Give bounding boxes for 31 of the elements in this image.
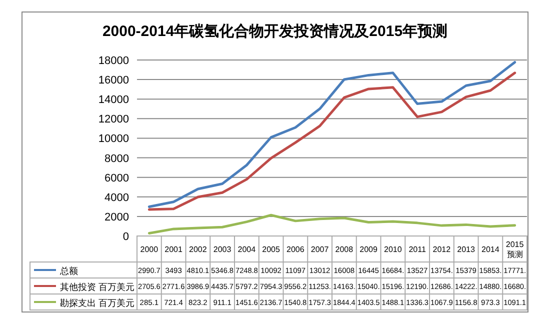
legend-label: 勘探支出 百万美元: [60, 298, 135, 308]
line-series: [148, 214, 516, 234]
y-tick-label: 4000: [104, 192, 129, 204]
y-tick-label: 10000: [98, 133, 129, 146]
x-tick-label: 2015 预测: [506, 240, 524, 259]
x-tick-label: 2004: [238, 245, 256, 254]
y-tick-label: 0: [122, 231, 129, 243]
x-tick-label: 2008: [335, 245, 354, 254]
x-tick-label: 2005: [262, 245, 281, 254]
x-tick-label: 2010: [384, 245, 402, 254]
y-tick-label: 8000: [104, 152, 129, 165]
x-tick-label: 2013: [457, 245, 476, 254]
chart-title: 2000-2014年碳氢化合物开发投资情况及2015年预测: [102, 23, 448, 40]
x-tick-label: 2011: [408, 245, 426, 254]
x-tick-label: 2001: [164, 245, 184, 254]
x-tick-label: 2014: [482, 245, 500, 254]
x-tick-label: 2003: [213, 245, 232, 254]
x-tick-label: 2007: [310, 245, 330, 254]
x-tick-label: 2012: [432, 245, 452, 254]
y-tick-label: 2000: [104, 211, 129, 224]
x-tick-label: 2002: [189, 245, 208, 254]
x-tick-label: 2006: [286, 245, 305, 254]
x-tick-label: 2000: [140, 245, 159, 254]
x-tick-label: 2009: [360, 245, 378, 254]
y-tick-label: 6000: [104, 172, 129, 184]
legend-label: 总额: [59, 266, 78, 276]
y-tick-label: 14000: [98, 94, 129, 106]
y-tick-label: 16000: [98, 74, 129, 87]
y-tick-label: 18000: [98, 55, 129, 67]
legend-label: 其他投资 百万美元: [60, 282, 135, 292]
y-tick-label: 12000: [98, 114, 129, 126]
